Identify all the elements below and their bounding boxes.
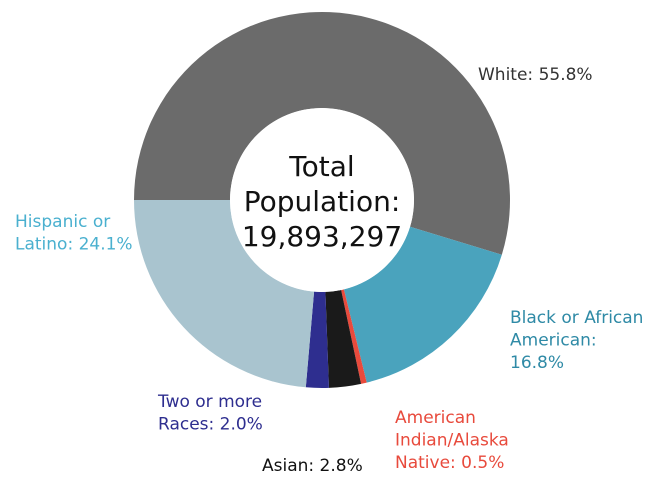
slice-label: American: [510,331,597,351]
slice-label: Races: 2.0% [158,415,263,435]
donut-slice [305,291,329,388]
slice-label: 16.8% [510,353,564,373]
donut-slice [343,226,502,383]
center-label: Population: [244,185,401,218]
slice-label: Black or African [510,308,643,328]
donut-slice [134,12,510,255]
center-label: Total [288,150,354,183]
donut-slice [341,289,367,384]
donut-slice [134,200,315,388]
slice-label: White: 55.8% [478,65,593,85]
slice-label: Native: 0.5% [395,453,504,473]
slice-label: Hispanic or [15,212,110,232]
donut-hole [230,108,414,292]
center-label: 19,893,297 [242,220,402,253]
slice-label: Latino: 24.1% [15,235,133,255]
donut-slice [325,289,362,388]
slice-label: Asian: 2.8% [262,456,363,476]
slice-label: Indian/Alaska [395,431,509,451]
slice-label: American [395,408,476,428]
slice-label: Two or more [157,392,262,412]
